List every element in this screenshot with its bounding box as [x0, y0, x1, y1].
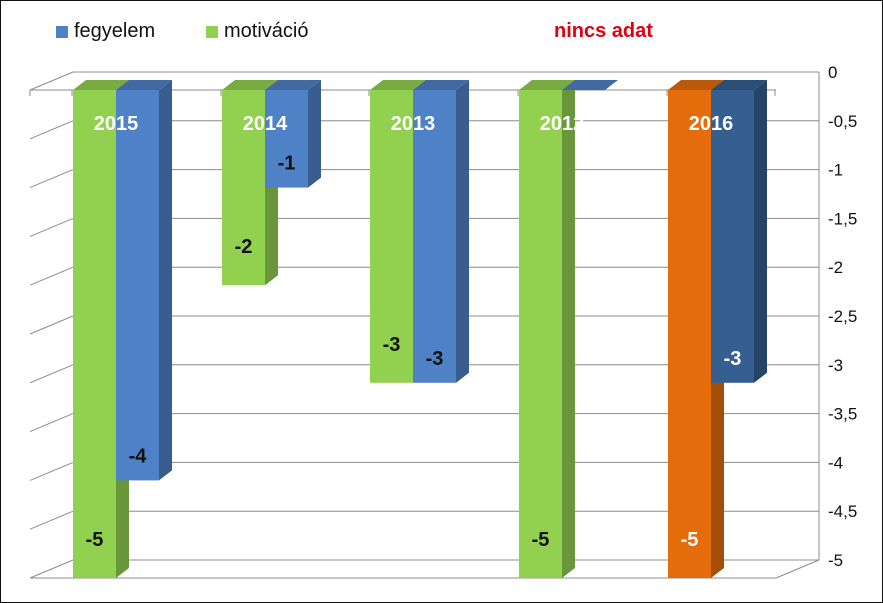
bar-motivacio-2015-top: [73, 80, 129, 90]
y-tick-label: -2,5: [828, 307, 857, 326]
grid-diagonal: [29, 71, 74, 91]
bar-fegyelem-2014-side: [308, 80, 321, 188]
bar-fegyelem-2016-top: [711, 80, 767, 90]
data-label-fegyelem-2013: -3: [426, 348, 444, 370]
grid-diagonal: [29, 510, 74, 530]
bar-motivacio-2014-top: [222, 80, 278, 90]
data-label-motivacio-2013: -3: [383, 334, 401, 356]
bar-fegyelem-2014-top: [265, 80, 321, 90]
bar-fegyelem-2015: [116, 90, 159, 481]
legend-item-fegyelem: fegyelem: [56, 20, 155, 43]
bar-fegyelem-2016-side: [754, 80, 767, 383]
bar-motivacio-2013: [370, 90, 413, 383]
y-tick-label: -2: [828, 258, 843, 277]
y-tick-label: -4: [828, 453, 843, 472]
y-tick-label: -1: [828, 161, 843, 180]
no-data-note: nincs adat: [554, 20, 653, 42]
bar-fegyelem-2013: [413, 90, 456, 383]
legend-swatch-fegyelem: [56, 25, 68, 38]
bar-fegyelem-2013-top: [413, 80, 469, 90]
grid-diagonal: [29, 217, 74, 237]
bar-fegyelem-2012-empty-top: [562, 80, 618, 90]
data-label-motivacio-2012: -5: [532, 529, 550, 551]
data-label-fegyelem-2014: -1: [278, 153, 296, 175]
y-tick-label: -5: [828, 551, 843, 570]
y-tick-label: -0,5: [828, 112, 857, 131]
bar-motivacio-2012-top: [519, 80, 575, 90]
bar-motivacio-2013-top: [370, 80, 426, 90]
bar-motivacio-2016: [668, 90, 711, 578]
legend-label-motivacio: motiváció: [224, 20, 309, 42]
data-label-fegyelem-2015: -4: [129, 445, 148, 467]
bar-motivacio-2015: [73, 90, 116, 578]
grid-diagonal: [29, 413, 74, 433]
bar-motivacio-2012-side: [562, 80, 575, 578]
category-label-2015: 2015: [94, 113, 139, 135]
category-label-2012: 2012: [540, 113, 585, 135]
grid-diagonal: [29, 315, 74, 335]
bottom-right-edge: [775, 559, 820, 579]
category-label-2016: 2016: [689, 113, 734, 135]
y-tick-label: 0: [828, 63, 837, 82]
bar-fegyelem-2016: [711, 90, 754, 383]
grid-diagonal: [29, 364, 74, 384]
y-tick-label: -3,5: [828, 405, 857, 424]
grid-diagonal: [29, 120, 74, 140]
data-label-motivacio-2014: -2: [235, 236, 253, 258]
grid-diagonal: [29, 559, 74, 579]
category-label-2013: 2013: [391, 113, 436, 135]
y-tick-label: -3: [828, 356, 843, 375]
data-label-motivacio-2015: -5: [86, 529, 104, 551]
bar-fegyelem-2014: [265, 90, 308, 188]
bar-fegyelem-2015-side: [159, 80, 172, 481]
bar-fegyelem-2013-side: [456, 80, 469, 383]
grid-diagonal: [29, 169, 74, 189]
legend-swatch-motivacio: [206, 25, 218, 38]
category-label-2014: 2014: [243, 113, 288, 135]
bar-motivacio-2016-top: [668, 80, 724, 90]
legend-label-fegyelem: fegyelem: [74, 20, 156, 42]
bar-fegyelem-2015-top: [116, 80, 172, 90]
y-tick-label: -1,5: [828, 209, 857, 228]
grid-diagonal: [29, 266, 74, 286]
data-label-motivacio-2016: -5: [681, 529, 699, 551]
grid-diagonal: [29, 461, 74, 481]
bar-motivacio-2014: [222, 90, 265, 286]
bar-motivacio-2012: [519, 90, 562, 578]
y-tick-label: -4,5: [828, 502, 857, 521]
legend-item-motivacio: motiváció: [206, 20, 308, 43]
data-label-fegyelem-2016: -3: [724, 348, 742, 370]
